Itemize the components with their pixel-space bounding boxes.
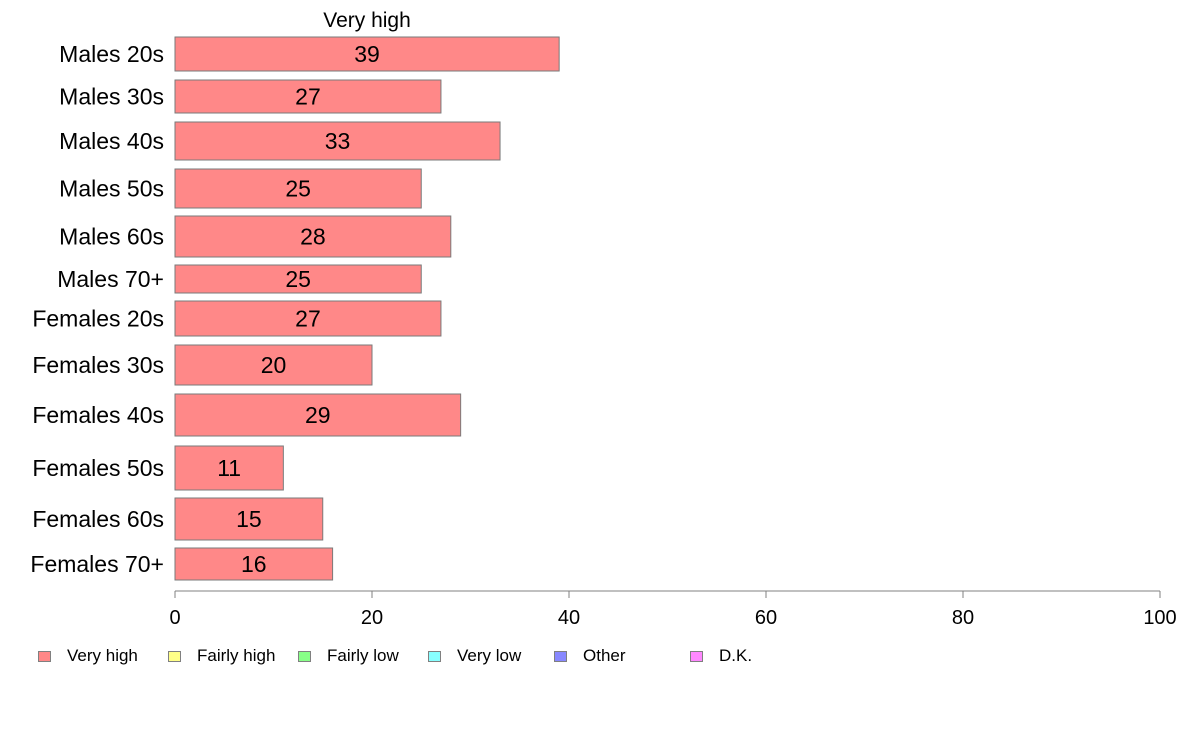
legend-swatch [168, 650, 181, 662]
legend-item-fairly-low: Fairly low [298, 646, 399, 666]
legend-swatch [428, 650, 441, 662]
legend-label: Fairly low [327, 646, 399, 665]
legend-label: Fairly high [197, 646, 276, 665]
legend-swatch [298, 650, 311, 662]
category-label-females-70-plus: Females 70+ [30, 551, 164, 577]
bar-females-30s [174, 344, 373, 386]
x-tick-label: 0 [169, 607, 180, 629]
category-label-males-30s: Males 30s [59, 84, 164, 110]
category-label-females-40s: Females 40s [32, 402, 164, 428]
legend-item-dk: D.K. [690, 646, 752, 666]
x-axis: 0 20 40 60 80 100 [169, 590, 1177, 629]
legend-label: Other [583, 646, 626, 665]
category-label-females-60s: Females 60s [32, 506, 164, 532]
x-tick-label: 100 [1143, 607, 1176, 629]
bar-males-20s [174, 36, 560, 72]
legend-label: D.K. [719, 646, 753, 665]
legend-swatch [554, 650, 567, 662]
bar-value-label: 16 [241, 551, 267, 577]
legend-swatch [690, 650, 703, 662]
x-tick-label: 60 [755, 607, 777, 629]
category-label-males-40s: Males 40s [59, 128, 164, 154]
category-label-males-20s: Males 20s [59, 41, 164, 67]
x-tick-label: 20 [361, 607, 383, 629]
bar-value-label: 39 [354, 41, 380, 67]
legend-item-very-low: Very low [428, 646, 521, 666]
bar-value-label: 27 [295, 84, 321, 110]
bar-value-label: 15 [236, 506, 262, 532]
bar-value-label: 11 [217, 455, 241, 481]
bar-females-20s [174, 300, 442, 337]
category-label-females-50s: Females 50s [32, 455, 164, 481]
legend-label: Very high [67, 646, 138, 665]
legend-item-very-high: Very high [38, 646, 138, 666]
category-label-males-50s: Males 50s [59, 176, 164, 202]
bar-value-label: 20 [261, 352, 287, 378]
bar-value-label: 29 [305, 402, 331, 428]
bar-females-70-plus [174, 547, 334, 581]
bar-males-70-plus [174, 264, 422, 294]
bar-value-label: 25 [285, 266, 311, 292]
category-label-females-20s: Females 20s [32, 306, 164, 332]
bar-value-label: 33 [325, 128, 351, 154]
legend-label: Very low [457, 646, 522, 665]
bar-females-40s [174, 393, 462, 437]
legend-item-fairly-high: Fairly high [168, 646, 275, 666]
category-labels-group: Males 20s Males 30s Males 40s Males 50s Male… [30, 41, 164, 577]
legend-swatch [38, 650, 51, 662]
panel-title: Very high [323, 9, 411, 32]
bar-value-label: 25 [285, 176, 311, 202]
bar-value-label: 28 [300, 224, 326, 250]
legend-item-other: Other [554, 646, 626, 666]
bar-males-50s [174, 168, 422, 209]
bar-males-40s [174, 121, 501, 161]
bars-group [174, 36, 560, 581]
x-tick-label: 40 [558, 607, 580, 629]
category-label-females-30s: Females 30s [32, 352, 164, 378]
bar-females-60s [174, 497, 324, 541]
bar-males-60s [174, 215, 452, 258]
bar-males-30s [174, 79, 442, 114]
category-label-males-60s: Males 60s [59, 224, 164, 250]
x-tick-label: 80 [952, 607, 974, 629]
bar-value-label: 27 [295, 306, 321, 332]
bar-females-50s [174, 445, 284, 491]
category-label-males-70-plus: Males 70+ [57, 266, 164, 292]
